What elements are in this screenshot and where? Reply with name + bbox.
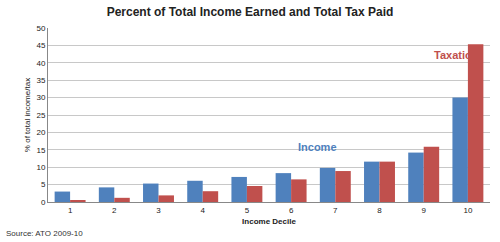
svg-text:7: 7 bbox=[333, 206, 338, 215]
svg-text:9: 9 bbox=[421, 206, 426, 215]
svg-text:40: 40 bbox=[36, 59, 45, 68]
svg-text:3: 3 bbox=[156, 206, 161, 215]
svg-text:6: 6 bbox=[289, 206, 294, 215]
svg-text:35: 35 bbox=[36, 76, 45, 85]
svg-text:10: 10 bbox=[463, 206, 472, 215]
svg-text:Income Decile: Income Decile bbox=[242, 217, 296, 226]
svg-text:1: 1 bbox=[68, 206, 73, 215]
svg-text:2: 2 bbox=[112, 206, 117, 215]
svg-text:Taxation: Taxation bbox=[434, 49, 479, 61]
svg-text:0: 0 bbox=[41, 198, 46, 207]
svg-text:Income: Income bbox=[298, 141, 337, 153]
svg-text:20: 20 bbox=[36, 128, 45, 137]
svg-text:50: 50 bbox=[36, 24, 45, 33]
svg-text:15: 15 bbox=[36, 146, 45, 155]
svg-text:Source: ATO 2009-10: Source: ATO 2009-10 bbox=[6, 229, 83, 238]
svg-text:% of total income/tax: % of total income/tax bbox=[23, 78, 32, 152]
svg-text:30: 30 bbox=[36, 93, 45, 102]
svg-text:25: 25 bbox=[36, 111, 45, 120]
svg-text:10: 10 bbox=[36, 163, 45, 172]
svg-text:Percent of Total Income Earned: Percent of Total Income Earned and Total… bbox=[107, 5, 394, 19]
svg-text:45: 45 bbox=[36, 41, 45, 50]
svg-text:8: 8 bbox=[377, 206, 382, 215]
svg-text:5: 5 bbox=[245, 206, 250, 215]
svg-text:5: 5 bbox=[41, 180, 46, 189]
svg-text:4: 4 bbox=[200, 206, 205, 215]
